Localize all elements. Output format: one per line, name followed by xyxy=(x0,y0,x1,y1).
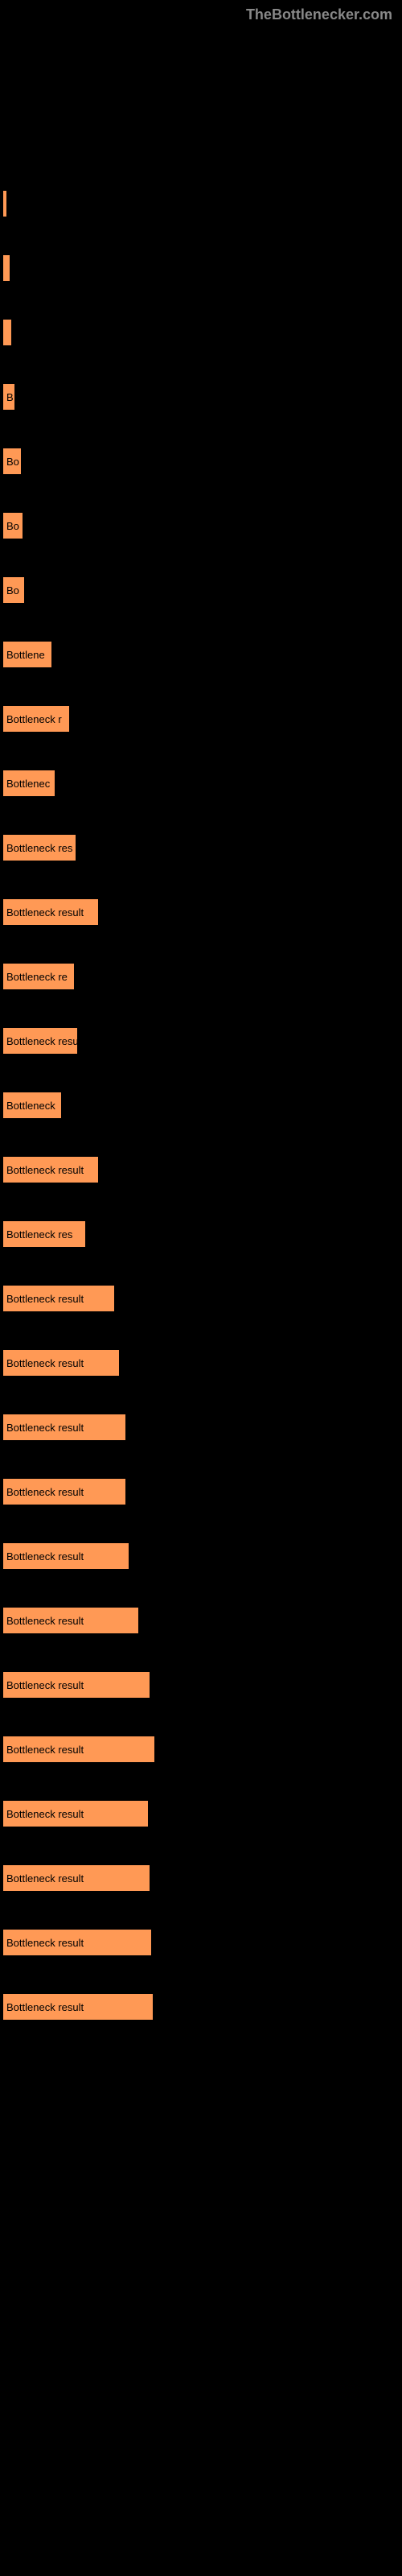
bar-row: Bottleneck result xyxy=(3,1479,399,1505)
bar-label: Bottleneck res xyxy=(6,1228,72,1241)
bar: Bo xyxy=(3,448,21,474)
bar: Bottleneck res xyxy=(3,1221,85,1247)
bar-row: Bottleneck xyxy=(3,1092,399,1118)
bar xyxy=(3,320,11,345)
bar-row: Bottleneck result xyxy=(3,1801,399,1827)
bar-label: Bottleneck result xyxy=(6,906,84,919)
bar-row: Bottleneck resu xyxy=(3,1028,399,1054)
bar-label: Bottleneck res xyxy=(6,842,72,854)
bar-label: Bottleneck result xyxy=(6,1937,84,1949)
bar: Bottleneck result xyxy=(3,1414,125,1440)
bar-label: Bottleneck result xyxy=(6,1293,84,1305)
bar-label: Bottleneck resu xyxy=(6,1035,79,1047)
bar-label: Bottleneck result xyxy=(6,1357,84,1369)
bar-row: Bottlenec xyxy=(3,770,399,796)
brand-text: TheBottlenecker.com xyxy=(246,6,392,23)
bar: Bottleneck resu xyxy=(3,1028,77,1054)
bar: Bottlenec xyxy=(3,770,55,796)
bar-row: Bottleneck result xyxy=(3,1736,399,1762)
bar-row: Bottleneck r xyxy=(3,706,399,732)
bar-label: Bo xyxy=(6,456,19,468)
bar-label: Bottlene xyxy=(6,649,45,661)
bar-row: Bottleneck result xyxy=(3,1672,399,1698)
bar: Bottleneck result xyxy=(3,1994,153,2020)
bar-row xyxy=(3,255,399,281)
bar-label: Bottleneck result xyxy=(6,1679,84,1691)
bar-label: Bottleneck result xyxy=(6,1164,84,1176)
bar-row: Bottleneck result xyxy=(3,1157,399,1183)
bar-label: Bottleneck result xyxy=(6,2001,84,2013)
bar-label: Bottleneck result xyxy=(6,1422,84,1434)
bar-label: Bo xyxy=(6,584,19,597)
bar-row: Bo xyxy=(3,448,399,474)
bar: Bottleneck result xyxy=(3,899,98,925)
bar: Bottlene xyxy=(3,642,51,667)
bar-label: Bottleneck result xyxy=(6,1872,84,1885)
bar-label: Bo xyxy=(6,520,19,532)
bar: Bottleneck re xyxy=(3,964,74,989)
bar-chart: B Bo Bo Bo Bottlene Bottleneck r Bottlenec Bott… xyxy=(0,30,402,2074)
bar: Bottleneck result xyxy=(3,1672,150,1698)
bar-label: Bottleneck result xyxy=(6,1808,84,1820)
bar-row xyxy=(3,320,399,345)
bar-row: Bottleneck result xyxy=(3,1930,399,1955)
bar: Bottleneck result xyxy=(3,1350,119,1376)
bar xyxy=(3,255,10,281)
bar-row: Bottleneck result xyxy=(3,1543,399,1569)
bar-label: Bottleneck re xyxy=(6,971,68,983)
header: TheBottlenecker.com xyxy=(0,0,402,30)
bar: Bottleneck xyxy=(3,1092,61,1118)
bar-label: Bottleneck r xyxy=(6,713,62,725)
bar-row: Bottleneck re xyxy=(3,964,399,989)
bar-row: Bottleneck result xyxy=(3,1286,399,1311)
bar: B xyxy=(3,384,14,410)
bar: Bo xyxy=(3,513,23,539)
bar-row: Bottlene xyxy=(3,642,399,667)
bar-row: Bo xyxy=(3,513,399,539)
bar-row: Bottleneck res xyxy=(3,1221,399,1247)
bar-label: Bottleneck result xyxy=(6,1486,84,1498)
bar-label: B xyxy=(6,391,14,403)
bar-row: Bottleneck result xyxy=(3,1414,399,1440)
bar: Bottleneck result xyxy=(3,1608,138,1633)
bar: Bottleneck r xyxy=(3,706,69,732)
bar-row: Bottleneck result xyxy=(3,1350,399,1376)
bar-row: Bottleneck res xyxy=(3,835,399,861)
bar: Bottleneck result xyxy=(3,1736,154,1762)
bar: Bottleneck result xyxy=(3,1479,125,1505)
bar: Bottleneck result xyxy=(3,1865,150,1891)
bar: Bottleneck result xyxy=(3,1930,151,1955)
bar: Bottleneck result xyxy=(3,1286,114,1311)
bar-label: Bottleneck xyxy=(6,1100,55,1112)
bar: Bottleneck result xyxy=(3,1157,98,1183)
bar: Bottleneck res xyxy=(3,835,76,861)
bar: Bo xyxy=(3,577,24,603)
bar-row: Bottleneck result xyxy=(3,1608,399,1633)
bar: Bottleneck result xyxy=(3,1543,129,1569)
bar-row xyxy=(3,191,399,217)
bar-row: Bo xyxy=(3,577,399,603)
bar: Bottleneck result xyxy=(3,1801,148,1827)
bar-row: Bottleneck result xyxy=(3,899,399,925)
bar-row: B xyxy=(3,384,399,410)
bar-label: Bottlenec xyxy=(6,778,50,790)
bar-label: Bottleneck result xyxy=(6,1744,84,1756)
bar-row: Bottleneck result xyxy=(3,1865,399,1891)
bar-label: Bottleneck result xyxy=(6,1615,84,1627)
bar xyxy=(3,191,6,217)
bar-row: Bottleneck result xyxy=(3,1994,399,2020)
bar-label: Bottleneck result xyxy=(6,1550,84,1563)
